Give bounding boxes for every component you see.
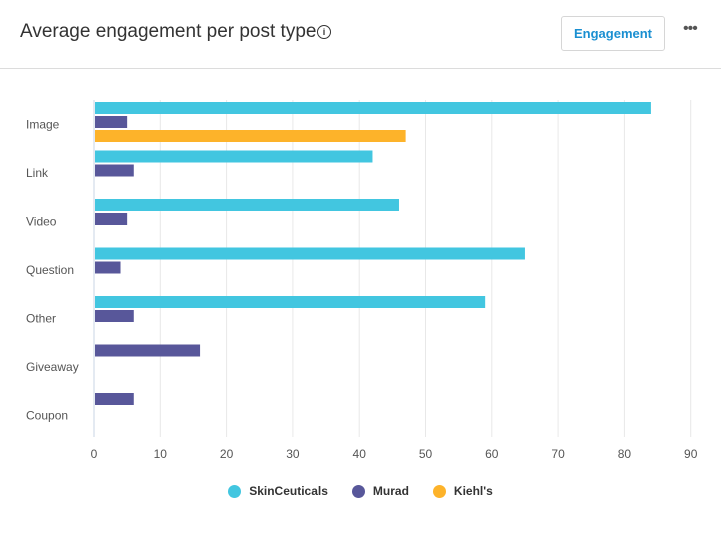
x-tick-label: 50: [419, 447, 433, 461]
legend-item[interactable]: SkinCeuticals: [228, 484, 328, 498]
bar-skinceuticals: [95, 296, 486, 308]
bar-skinceuticals: [95, 199, 399, 211]
more-horizontal-icon[interactable]: •••: [683, 20, 698, 37]
x-tick-label: 10: [154, 447, 168, 461]
x-tick-label: 0: [91, 447, 98, 461]
x-tick-label: 40: [353, 447, 367, 461]
legend-item[interactable]: Murad: [351, 484, 409, 498]
bar-skinceuticals: [95, 102, 651, 114]
card-header: Average engagement per post type i Engag…: [0, 0, 721, 69]
x-tick-label: 70: [551, 447, 565, 461]
y-tick-label: Question: [26, 263, 74, 277]
legend-dot-icon: [351, 484, 365, 498]
bar-murad: [95, 344, 201, 357]
legend-label: SkinCeuticals: [249, 484, 328, 498]
x-tick-label: 90: [684, 447, 698, 461]
bar-murad: [95, 310, 134, 322]
x-tick-label: 20: [220, 447, 234, 461]
legend-label: Murad: [372, 484, 409, 498]
bar-murad: [95, 393, 134, 405]
bar-murad: [95, 213, 128, 225]
bar-murad: [95, 116, 128, 128]
x-tick-label: 80: [618, 447, 632, 461]
y-tick-label: Coupon: [26, 408, 68, 422]
legend-dot-icon: [432, 484, 446, 498]
legend-dot-icon: [228, 484, 242, 498]
bar-skinceuticals: [95, 150, 373, 163]
bar-skinceuticals: [95, 247, 525, 260]
y-tick-label: Video: [26, 214, 57, 228]
x-tick-label: 60: [485, 447, 499, 461]
chart-title: Average engagement per post type: [20, 21, 317, 42]
bar-murad: [95, 164, 134, 177]
y-tick-label: Giveaway: [26, 360, 79, 374]
engagement-button[interactable]: Engagement: [561, 16, 665, 51]
legend-item[interactable]: Kiehl's: [432, 484, 493, 498]
y-tick-label: Other: [26, 311, 56, 325]
legend: SkinCeuticals Murad Kiehl's: [0, 484, 721, 498]
legend-label: Kiehl's: [453, 484, 493, 498]
bar-chart: 0 10 20 30 40 50 60 70 80 90 Image Link Video Questio…: [26, 100, 698, 461]
x-tick-label: 30: [286, 447, 300, 461]
y-tick-label: Link: [26, 166, 49, 180]
y-tick-label: Image: [26, 117, 60, 131]
bar-kiehls: [95, 130, 406, 142]
bar-murad: [95, 261, 121, 274]
info-icon[interactable]: i: [317, 25, 331, 39]
